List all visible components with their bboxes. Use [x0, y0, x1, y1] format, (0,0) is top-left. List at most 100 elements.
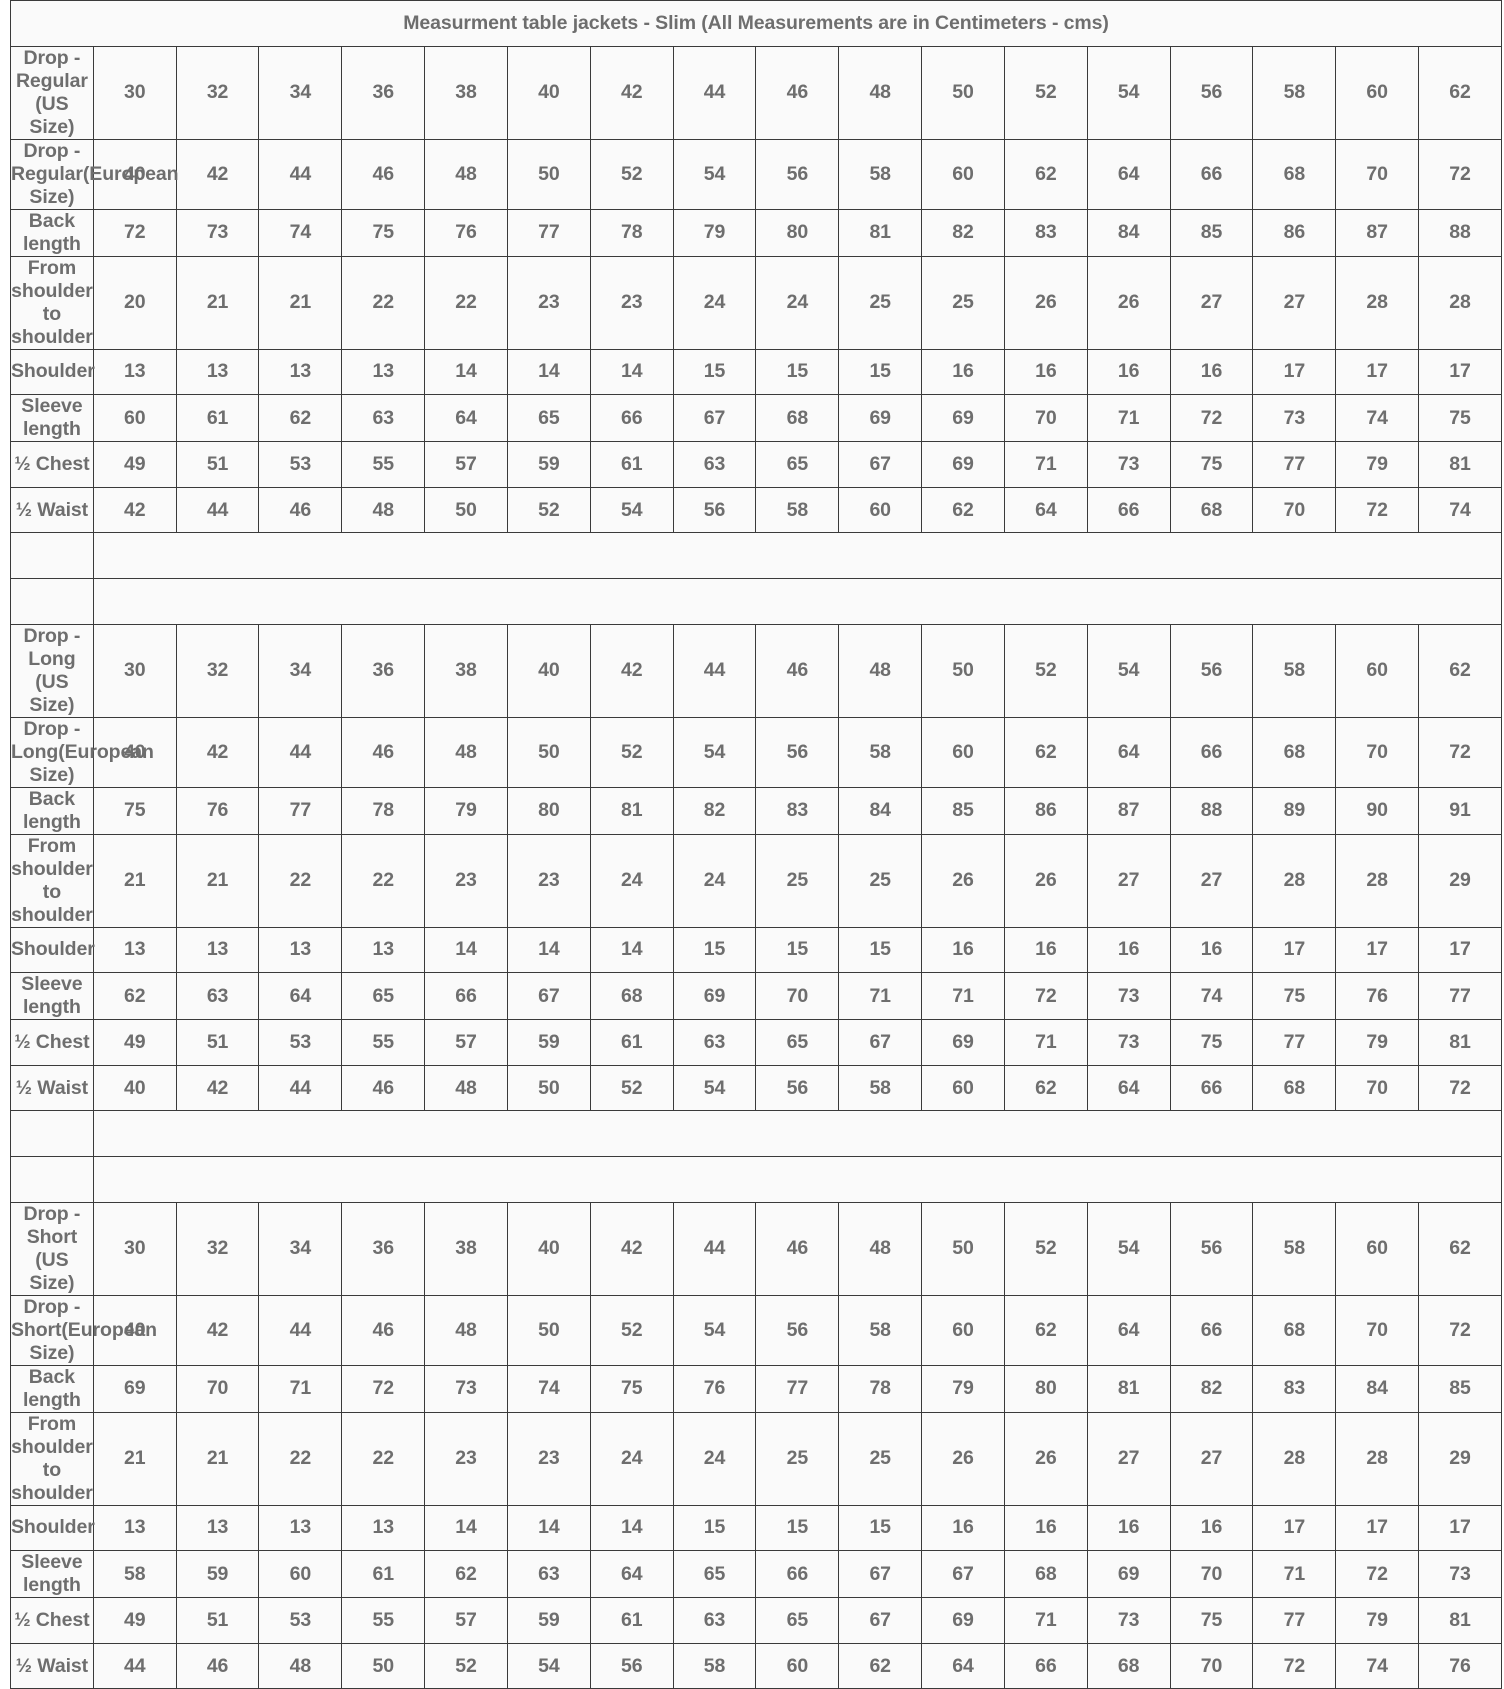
- measurement-cell: 21: [258, 255, 343, 350]
- measurement-cell: 14: [424, 348, 508, 396]
- measurement-cell: 64: [258, 972, 343, 1021]
- measurement-cell: 17: [1335, 926, 1420, 974]
- measurement-cell: 68: [589, 972, 674, 1021]
- measurement-cell: 77: [506, 208, 591, 257]
- size-header-eu-cell: 54: [672, 716, 757, 788]
- row-label: Sleeve length: [10, 1550, 94, 1599]
- measurement-cell: 72: [1252, 1642, 1337, 1689]
- measurement-cell: 63: [341, 394, 426, 443]
- size-header-us-cell: 58: [1252, 1201, 1337, 1296]
- measurement-cell: 81: [1418, 1597, 1502, 1644]
- measurement-cell: 14: [506, 1504, 591, 1552]
- measurement-cell: 55: [341, 1597, 426, 1644]
- size-header-eu-row-long: Drop - Long(European Size) 40 42 44 46 48 50 52…: [10, 716, 1502, 788]
- measurement-cell: 71: [1003, 1019, 1088, 1066]
- size-header-us-cell: 46: [755, 45, 840, 140]
- measurement-cell: 81: [1418, 1019, 1502, 1066]
- measurement-cell: 57: [424, 1597, 508, 1644]
- measurement-cell: 81: [589, 786, 674, 835]
- measurement-cell: 59: [175, 1550, 260, 1599]
- measurement-cell: 85: [1418, 1364, 1502, 1413]
- measurement-cell: 16: [1169, 926, 1254, 974]
- measurement-cell: 76: [424, 208, 508, 257]
- size-header-eu-cell: 58: [838, 138, 923, 210]
- measurement-cell: 69: [921, 1019, 1005, 1066]
- measurement-cell: 50: [506, 1064, 591, 1112]
- measurement-cell: 24: [589, 1411, 674, 1506]
- measurement-cell: 46: [258, 486, 343, 534]
- size-header-eu-cell: 64: [1086, 1294, 1171, 1366]
- size-header-us-cell: 48: [838, 45, 923, 140]
- measurement-cell: 14: [424, 1504, 508, 1552]
- size-header-eu-row-short: Drop - Short(European Size) 40 42 44 46 48 50 5…: [10, 1294, 1502, 1366]
- measurement-cell: 82: [672, 786, 757, 835]
- measurement-cell: 77: [258, 786, 343, 835]
- size-header-eu-cell: 60: [921, 716, 1005, 788]
- measurement-cell: 17: [1252, 926, 1337, 974]
- size-header-us-cell: 52: [1003, 1201, 1088, 1296]
- row-label: Sleeve length: [10, 394, 94, 443]
- measurement-cell: 67: [838, 1550, 923, 1599]
- measurement-cell: 50: [424, 486, 508, 534]
- measurement-cell: 79: [672, 208, 757, 257]
- measurement-cell: 72: [1335, 486, 1420, 534]
- size-header-us-cell: 40: [506, 623, 591, 718]
- measurement-cell: 46: [341, 1064, 426, 1112]
- size-header-us-cell: 34: [258, 45, 343, 140]
- measurement-cell: 57: [424, 441, 508, 488]
- size-header-eu-cell: 46: [341, 138, 426, 210]
- measurement-cell: 83: [1003, 208, 1088, 257]
- measurement-cell: 69: [921, 1597, 1005, 1644]
- size-header-us-cell: 42: [589, 623, 674, 718]
- measurement-cell: 77: [1418, 972, 1502, 1021]
- measurement-cell: 40: [92, 1064, 177, 1112]
- measurement-cell: 63: [672, 441, 757, 488]
- size-header-eu-cell: 62: [1003, 716, 1088, 788]
- table-row: From shoulder to shoulder 21 21 22 22 23 23 24 2…: [10, 1411, 1502, 1506]
- measurement-cell: 61: [341, 1550, 426, 1599]
- measurement-cell: 72: [1335, 1550, 1420, 1599]
- size-header-us-cell: 38: [424, 623, 508, 718]
- measurement-cell: 23: [424, 833, 508, 928]
- measurement-cell: 42: [92, 486, 177, 534]
- measurement-cell: 79: [1335, 1597, 1420, 1644]
- measurement-cell: 61: [175, 394, 260, 443]
- size-header-us-cell: 48: [838, 623, 923, 718]
- measurement-cell: 16: [1003, 348, 1088, 396]
- size-header-us-cell: 54: [1086, 623, 1171, 718]
- measurement-cell: 28: [1335, 255, 1420, 350]
- measurement-cell: 79: [424, 786, 508, 835]
- table-row: ½ Chest 49 51 53 55 57 59 61 63 65 67 69 71 73 75 77 79 8…: [10, 1019, 1502, 1066]
- size-header-us-cell: 30: [92, 1201, 177, 1296]
- measurement-cell: 55: [341, 441, 426, 488]
- measurement-cell: 90: [1335, 786, 1420, 835]
- measurement-cell: 68: [1252, 1064, 1337, 1112]
- measurement-cell: 21: [92, 1411, 177, 1506]
- measurement-cell: 42: [175, 1064, 260, 1112]
- spacer-cell: [10, 1110, 94, 1157]
- table-row: ½ Chest 49 51 53 55 57 59 61 63 65 67 69 71 73 75 77 79 8…: [10, 441, 1502, 488]
- measurement-cell: 16: [921, 926, 1005, 974]
- measurement-cell: 13: [258, 348, 343, 396]
- table-row: Shoulder 13 13 13 13 14 14 14 15 15 15 16 16 16 16 17 17…: [10, 348, 1502, 396]
- measurement-cell: 88: [1169, 786, 1254, 835]
- row-label: ½ Chest: [10, 441, 94, 488]
- measurement-cell: 26: [1003, 833, 1088, 928]
- measurement-cell: 25: [838, 833, 923, 928]
- size-header-eu-cell: 72: [1418, 716, 1502, 788]
- size-header-eu-cell: 54: [672, 1294, 757, 1366]
- measurement-cell: 69: [1086, 1550, 1171, 1599]
- table-row: Sleeve length 62 63 64 65 66 67 68 69 70 71 71 72 73 7…: [10, 972, 1502, 1021]
- measurement-cell: 21: [175, 255, 260, 350]
- measurement-cell: 51: [175, 1019, 260, 1066]
- measurement-cell: 25: [755, 833, 840, 928]
- measurement-cell: 65: [506, 394, 591, 443]
- measurement-cell: 71: [1252, 1550, 1337, 1599]
- measurement-cell: 56: [589, 1642, 674, 1689]
- measurement-cell: 85: [921, 786, 1005, 835]
- measurement-cell: 70: [755, 972, 840, 1021]
- size-header-us-label-long: Drop - Long (US Size): [10, 623, 94, 718]
- size-header-us-row-long: Drop - Long (US Size) 30 32 34 36 38 40 42 44 46 4…: [10, 623, 1502, 718]
- measurement-cell: 17: [1418, 1504, 1502, 1552]
- measurement-table: Measurment table jackets - Slim (All Mea…: [10, 0, 1503, 1689]
